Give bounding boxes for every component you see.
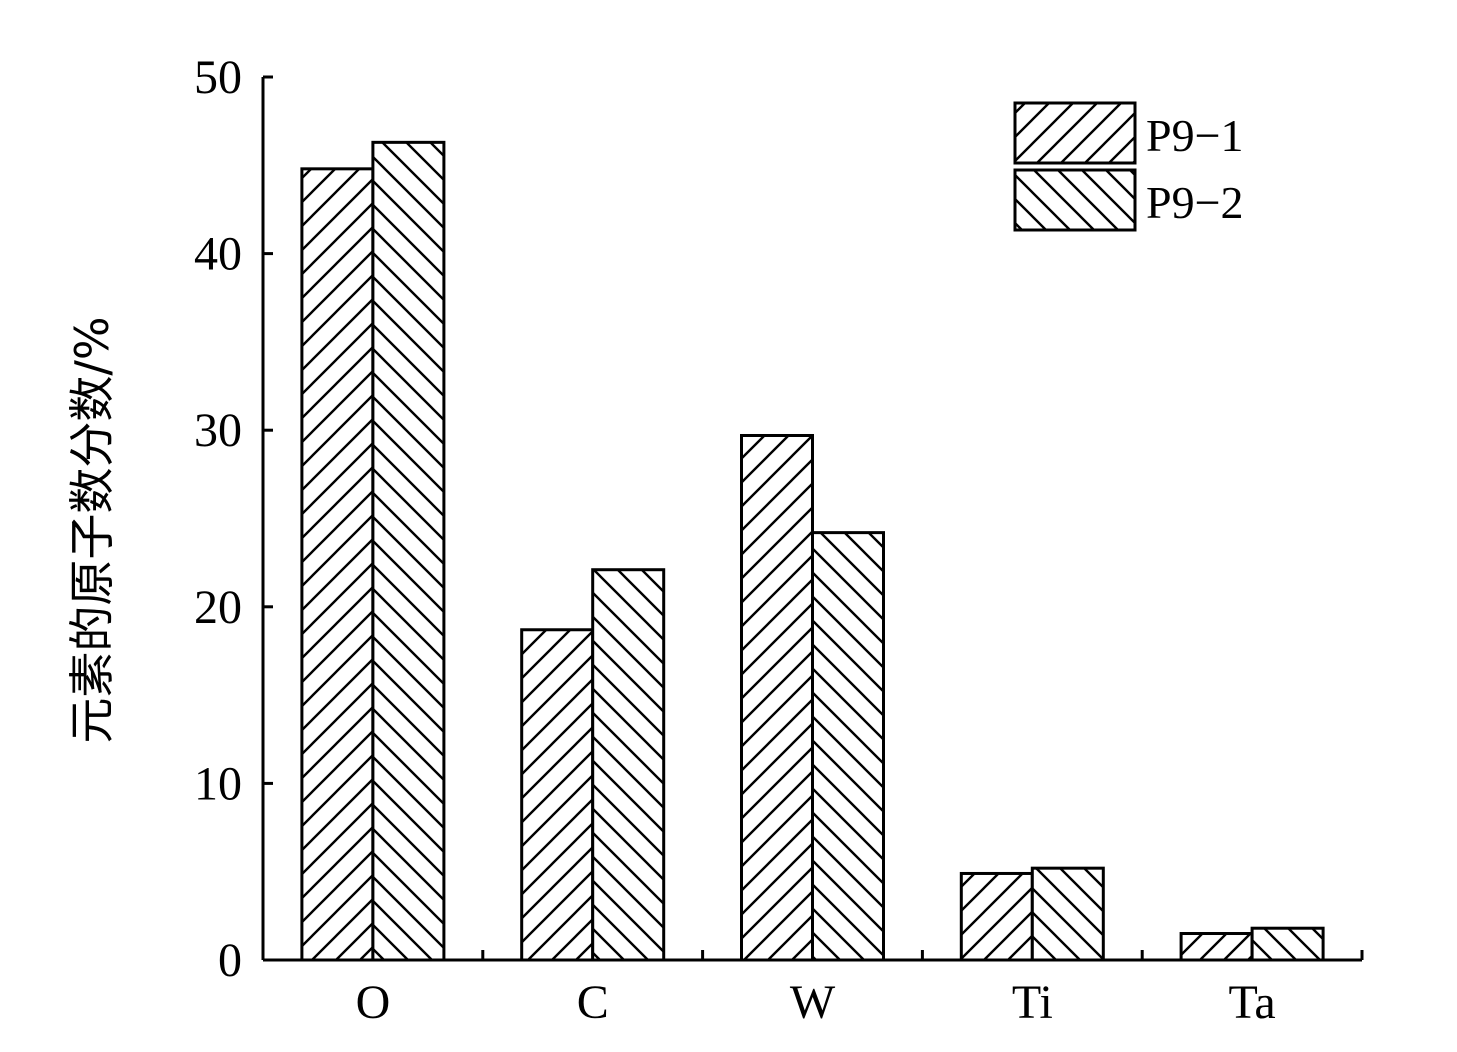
y-tick-label-30: 30 (194, 404, 242, 457)
legend: P9−1 P9−2 (1013, 101, 1244, 232)
y-tick-label-10: 10 (194, 757, 242, 810)
legend-swatch-series-1 (1013, 101, 1137, 165)
y-tick-label-0: 0 (218, 934, 242, 987)
bar-w-series-1 (740, 433, 814, 962)
legend-label-series-2: P9−2 (1146, 177, 1244, 228)
x-tick-label-w: W (790, 976, 836, 1029)
bar-ta-series-1 (1179, 932, 1254, 962)
bar-o-series-2 (371, 140, 446, 962)
x-tick-label-ta: Ta (1228, 976, 1275, 1029)
bar-c-series-1 (520, 628, 595, 962)
bar-ta-series-2 (1250, 926, 1325, 962)
x-tick-label-ti: Ti (1012, 976, 1053, 1029)
x-tick-label-c: C (577, 976, 609, 1029)
legend-label-series-1: P9−1 (1146, 110, 1244, 161)
y-tick-label-20: 20 (194, 581, 242, 634)
bar-ti-series-1 (959, 871, 1034, 962)
legend-swatch-series-2 (1013, 168, 1137, 232)
bar-w-series-2 (811, 531, 885, 962)
y-axis-title: 元素的原子数分数/% (65, 316, 119, 743)
y-tick-label-50: 50 (194, 51, 242, 104)
bar-c-series-2 (591, 568, 666, 962)
bar-ti-series-2 (1030, 866, 1105, 962)
bar-o-series-1 (300, 167, 375, 962)
y-tick-label-40: 40 (194, 228, 242, 281)
x-tick-label-o: O (356, 976, 391, 1029)
